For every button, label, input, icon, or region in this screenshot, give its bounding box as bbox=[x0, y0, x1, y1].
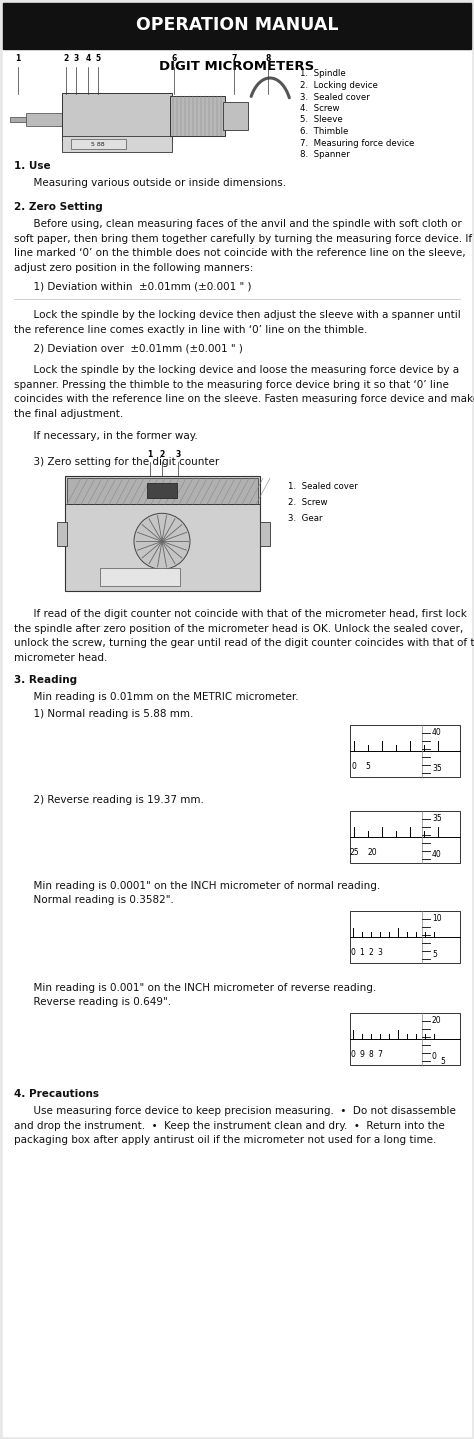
Text: 35: 35 bbox=[432, 814, 442, 823]
Text: 7: 7 bbox=[378, 1049, 383, 1059]
Text: the spindle after zero position of the micrometer head is OK. Unlock the sealed : the spindle after zero position of the m… bbox=[14, 623, 463, 633]
Text: 2: 2 bbox=[64, 55, 69, 63]
Bar bbox=[57, 522, 67, 547]
Bar bbox=[71, 140, 126, 150]
Text: adjust zero position in the following manners:: adjust zero position in the following ma… bbox=[14, 262, 254, 272]
Text: Measuring various outside or inside dimensions.: Measuring various outside or inside dime… bbox=[14, 178, 286, 189]
Text: 1. Use: 1. Use bbox=[14, 161, 51, 171]
Bar bbox=[62, 94, 172, 140]
Text: Normal reading is 0.3582".: Normal reading is 0.3582". bbox=[14, 895, 174, 905]
Bar bbox=[350, 810, 460, 862]
Text: 0: 0 bbox=[351, 1049, 356, 1059]
Text: the reference line comes exactly in line with ‘0’ line on the thimble.: the reference line comes exactly in line… bbox=[14, 325, 367, 335]
Text: 20: 20 bbox=[432, 1016, 442, 1025]
Text: 8.  Spanner: 8. Spanner bbox=[300, 150, 350, 158]
Text: DIGIT MICROMETERS: DIGIT MICROMETERS bbox=[159, 59, 315, 72]
Text: 9: 9 bbox=[360, 1049, 365, 1059]
Bar bbox=[67, 478, 258, 504]
Bar bbox=[100, 568, 180, 586]
Text: 4.  Screw: 4. Screw bbox=[300, 104, 339, 114]
Text: 1) Deviation within  ±0.01mm (±0.001 " ): 1) Deviation within ±0.01mm (±0.001 " ) bbox=[14, 282, 252, 291]
Text: 3.  Sealed cover: 3. Sealed cover bbox=[300, 92, 370, 102]
Bar bbox=[260, 522, 270, 547]
Text: 3. Reading: 3. Reading bbox=[14, 675, 77, 685]
Text: 40: 40 bbox=[432, 850, 442, 859]
Bar bbox=[170, 96, 225, 137]
Text: 5: 5 bbox=[365, 761, 371, 771]
Bar bbox=[10, 117, 28, 122]
Bar bbox=[65, 476, 260, 591]
Text: Min reading is 0.0001" on the INCH micrometer of normal reading.: Min reading is 0.0001" on the INCH micro… bbox=[14, 881, 380, 891]
Text: the final adjustment.: the final adjustment. bbox=[14, 409, 123, 419]
Text: 5: 5 bbox=[440, 1058, 445, 1066]
Text: 2: 2 bbox=[159, 450, 164, 459]
Bar bbox=[26, 114, 64, 127]
Text: Use measuring force device to keep precision measuring.  •  Do not disassemble: Use measuring force device to keep preci… bbox=[14, 1107, 456, 1117]
Text: 2: 2 bbox=[369, 948, 374, 957]
Text: 1: 1 bbox=[15, 55, 21, 63]
Text: line marked ‘0’ on the thimble does not coincide with the reference line on the : line marked ‘0’ on the thimble does not … bbox=[14, 248, 465, 258]
Text: 1) Normal reading is 5.88 mm.: 1) Normal reading is 5.88 mm. bbox=[14, 709, 193, 720]
Text: 2) Deviation over  ±0.01mm (±0.001 " ): 2) Deviation over ±0.01mm (±0.001 " ) bbox=[14, 344, 243, 354]
Text: 35: 35 bbox=[432, 764, 442, 773]
Text: packaging box after apply antirust oil if the micrometer not used for a long tim: packaging box after apply antirust oil i… bbox=[14, 1135, 437, 1145]
Text: 6.  Thimble: 6. Thimble bbox=[300, 127, 348, 137]
Circle shape bbox=[134, 514, 190, 570]
Text: Lock the spindle by the locking device and loose the measuring force device by a: Lock the spindle by the locking device a… bbox=[14, 366, 459, 376]
Text: spanner. Pressing the thimble to the measuring force device bring it so that ‘0’: spanner. Pressing the thimble to the mea… bbox=[14, 380, 449, 390]
Text: 4. Precautions: 4. Precautions bbox=[14, 1089, 99, 1099]
Bar bbox=[62, 137, 172, 153]
Bar bbox=[350, 725, 460, 777]
Text: OPERATION MANUAL: OPERATION MANUAL bbox=[136, 16, 338, 35]
Text: Min reading is 0.01mm on the METRIC micrometer.: Min reading is 0.01mm on the METRIC micr… bbox=[14, 692, 299, 702]
Text: 3: 3 bbox=[73, 55, 79, 63]
Text: 7.  Measuring force device: 7. Measuring force device bbox=[300, 138, 414, 148]
Text: 3: 3 bbox=[378, 948, 383, 957]
Text: If necessary, in the former way.: If necessary, in the former way. bbox=[14, 430, 198, 440]
Text: 1.  Sealed cover: 1. Sealed cover bbox=[288, 482, 358, 491]
Bar bbox=[350, 911, 460, 963]
Text: coincides with the reference line on the sleeve. Fasten measuring force device a: coincides with the reference line on the… bbox=[14, 394, 474, 404]
Text: 2) Reverse reading is 19.37 mm.: 2) Reverse reading is 19.37 mm. bbox=[14, 794, 204, 804]
Text: 25: 25 bbox=[349, 848, 359, 856]
Text: 0: 0 bbox=[352, 761, 356, 771]
Text: Min reading is 0.001" on the INCH micrometer of reverse reading.: Min reading is 0.001" on the INCH microm… bbox=[14, 983, 376, 993]
Text: and drop the instrument.  •  Keep the instrument clean and dry.  •  Return into : and drop the instrument. • Keep the inst… bbox=[14, 1121, 445, 1131]
Bar bbox=[350, 1013, 460, 1065]
Text: 10: 10 bbox=[432, 914, 442, 924]
Text: Before using, clean measuring faces of the anvil and the spindle with soft cloth: Before using, clean measuring faces of t… bbox=[14, 219, 462, 229]
Text: 2. Zero Setting: 2. Zero Setting bbox=[14, 201, 103, 212]
Text: 4: 4 bbox=[85, 55, 91, 63]
Text: 3) Zero setting for the digit counter: 3) Zero setting for the digit counter bbox=[14, 456, 219, 466]
Text: 7: 7 bbox=[231, 55, 237, 63]
Text: 8: 8 bbox=[265, 55, 271, 63]
Text: 0: 0 bbox=[432, 1052, 437, 1061]
Text: 1.  Spindle: 1. Spindle bbox=[300, 69, 346, 79]
Bar bbox=[223, 102, 248, 130]
Bar bbox=[3, 3, 471, 49]
Text: 8: 8 bbox=[369, 1049, 374, 1059]
Text: Reverse reading is 0.649".: Reverse reading is 0.649". bbox=[14, 997, 171, 1007]
Text: 6: 6 bbox=[172, 55, 177, 63]
Text: 3.  Gear: 3. Gear bbox=[288, 514, 322, 522]
Text: 1: 1 bbox=[147, 450, 153, 459]
Text: 3: 3 bbox=[175, 450, 181, 459]
Text: 2.  Locking device: 2. Locking device bbox=[300, 81, 378, 91]
Text: If read of the digit counter not coincide with that of the micrometer head, firs: If read of the digit counter not coincid… bbox=[14, 609, 467, 619]
Bar bbox=[147, 484, 177, 498]
Text: soft paper, then bring them together carefully by turning the measuring force de: soft paper, then bring them together car… bbox=[14, 233, 474, 243]
Text: 5: 5 bbox=[432, 950, 437, 960]
Text: 5.  Sleeve: 5. Sleeve bbox=[300, 115, 343, 125]
Text: 20: 20 bbox=[367, 848, 377, 856]
Text: 5 88: 5 88 bbox=[91, 141, 105, 147]
Text: 2.  Screw: 2. Screw bbox=[288, 498, 328, 507]
Text: micrometer head.: micrometer head. bbox=[14, 653, 108, 663]
Text: Lock the spindle by the locking device then adjust the sleeve with a spanner unt: Lock the spindle by the locking device t… bbox=[14, 311, 461, 321]
Text: 0: 0 bbox=[351, 948, 356, 957]
Text: 40: 40 bbox=[432, 728, 442, 737]
Text: 5: 5 bbox=[95, 55, 100, 63]
Text: 1: 1 bbox=[360, 948, 365, 957]
Text: unlock the screw, turning the gear until read of the digit counter coincides wit: unlock the screw, turning the gear until… bbox=[14, 639, 474, 649]
